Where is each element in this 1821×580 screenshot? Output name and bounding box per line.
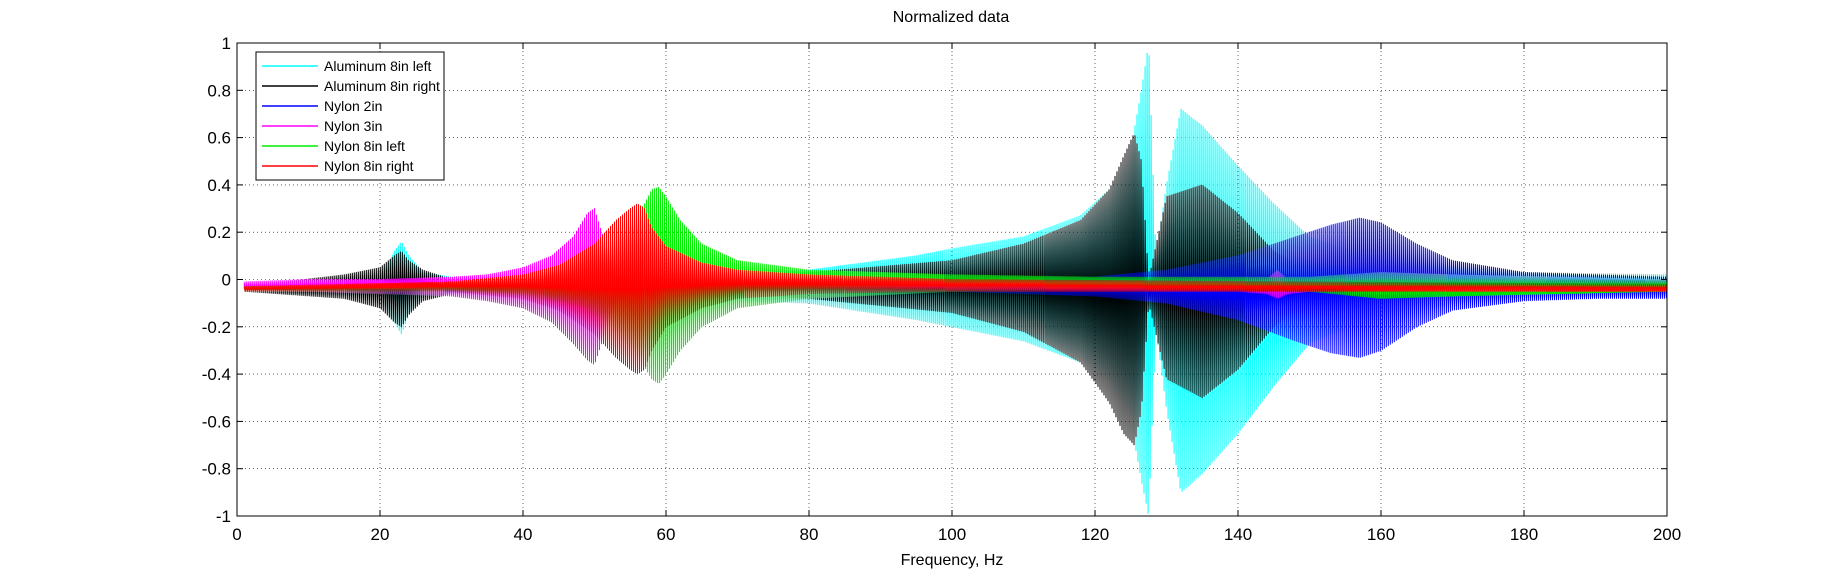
x-tick-label: 180 [1510,525,1538,544]
y-tick-label: 0.4 [207,176,231,195]
y-tick-label: -0.8 [202,460,231,479]
chart-title: Normalized data [893,9,1010,26]
legend-entry: Aluminum 8in right [324,78,440,94]
y-tick-label: -0.2 [202,318,231,337]
x-tick-label: 120 [1081,525,1109,544]
x-tick-label: 160 [1367,525,1395,544]
x-tick-label: 100 [938,525,966,544]
x-tick-label: 200 [1653,525,1681,544]
x-tick-label: 0 [232,525,241,544]
legend-entry: Nylon 3in [324,118,382,134]
legend-entry: Nylon 2in [324,98,382,114]
x-tick-label: 20 [371,525,390,544]
legend-entry: Nylon 8in right [324,158,414,174]
y-tick-label: 0.8 [207,81,231,100]
x-tick-label: 60 [657,525,676,544]
legend-box [255,51,445,181]
y-tick-label: -1 [216,507,231,526]
legend-entry: Nylon 8in left [324,138,405,154]
legend-entry: Aluminum 8in left [324,58,431,74]
series-layer [243,52,1667,514]
legend: Aluminum 8in left Aluminum 8in right Nylon… [255,51,445,181]
y-tick-label: 0.2 [207,223,231,242]
y-tick-label: 1 [222,34,231,53]
y-tick-label: -0.4 [202,365,231,384]
x-axis-label: Frequency, Hz [901,552,1004,569]
y-tick-label: -0.6 [202,412,231,431]
x-tick-label: 140 [1224,525,1252,544]
x-tick-label: 80 [800,525,819,544]
ticks: 0 20 40 60 80 100 120 140 160 180 200 -1 -0.8 -0.6 -0.… [202,34,1681,544]
y-tick-label: 0 [222,271,231,290]
x-tick-label: 40 [514,525,533,544]
y-tick-label: 0.6 [207,129,231,148]
series-line-5 [243,203,1667,375]
